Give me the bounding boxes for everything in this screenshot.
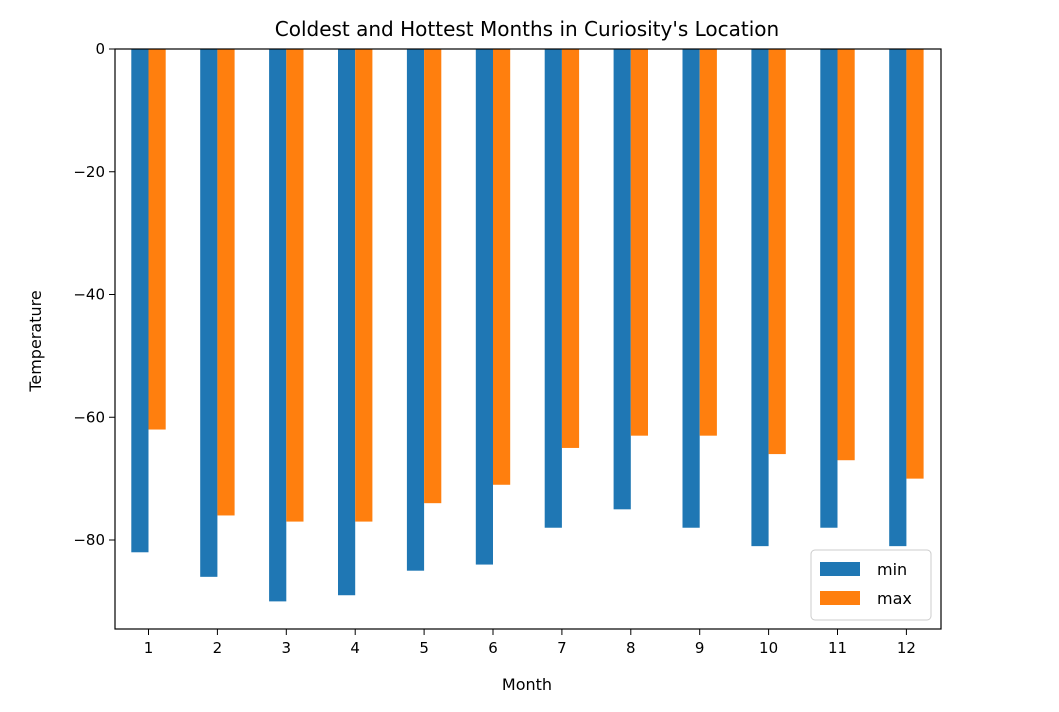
bar-min-1 [131, 49, 149, 553]
x-tick-label: 9 [695, 639, 705, 657]
legend-label-max: max [877, 589, 912, 608]
legend-swatch-min [820, 562, 860, 576]
bar-min-7 [544, 49, 562, 528]
y-tick-label: −20 [73, 163, 105, 181]
x-axis-label: Month [502, 675, 552, 694]
y-tick-label: −40 [73, 286, 105, 304]
x-tick-label: 4 [350, 639, 360, 657]
bar-max-10 [768, 49, 786, 455]
x-tick-label: 12 [897, 639, 916, 657]
bar-min-12 [889, 49, 907, 547]
bars-group [131, 49, 924, 602]
bar-max-9 [699, 49, 717, 436]
bar-min-3 [269, 49, 287, 602]
bar-min-6 [475, 49, 493, 565]
x-tick-label: 8 [626, 639, 636, 657]
bar-max-2 [217, 49, 235, 516]
bar-min-10 [751, 49, 769, 547]
y-tick-label: −80 [73, 531, 105, 549]
legend-box [810, 549, 932, 621]
bar-min-11 [820, 49, 838, 528]
legend-label-min: min [877, 560, 907, 579]
x-tick-label: 5 [419, 639, 429, 657]
bar-max-5 [424, 49, 442, 504]
bar-max-4 [355, 49, 373, 522]
x-tick-label: 6 [488, 639, 498, 657]
y-tick-label: 0 [95, 40, 105, 58]
bar-min-8 [613, 49, 631, 510]
bar-min-2 [200, 49, 218, 577]
bar-max-12 [906, 49, 924, 479]
bar-max-3 [286, 49, 304, 522]
chart-title: Coldest and Hottest Months in Curiosity'… [275, 17, 779, 41]
x-tick-label: 10 [759, 639, 778, 657]
legend: min max [810, 549, 932, 621]
bar-min-5 [406, 49, 425, 571]
x-tick-label: 2 [213, 639, 223, 657]
y-tick-label: −60 [73, 408, 105, 426]
bar-max-6 [493, 49, 511, 485]
x-tick-label: 1 [144, 639, 154, 657]
y-axis-label: Temperature [26, 290, 45, 392]
x-tick-label: 7 [557, 639, 567, 657]
bar-max-11 [837, 49, 855, 461]
bar-max-7 [561, 49, 580, 448]
bar-min-4 [338, 49, 356, 596]
bar-min-9 [682, 49, 700, 528]
legend-swatch-max [820, 591, 860, 605]
x-tick-label: 11 [828, 639, 847, 657]
plot-frame [114, 48, 942, 630]
bar-max-1 [148, 49, 166, 430]
bar-max-8 [630, 49, 648, 436]
ticks-group: 1 2 3 4 5 6 7 8 9 10 11 120−20−40−60−80 [73, 40, 916, 657]
x-tick-label: 3 [282, 639, 292, 657]
